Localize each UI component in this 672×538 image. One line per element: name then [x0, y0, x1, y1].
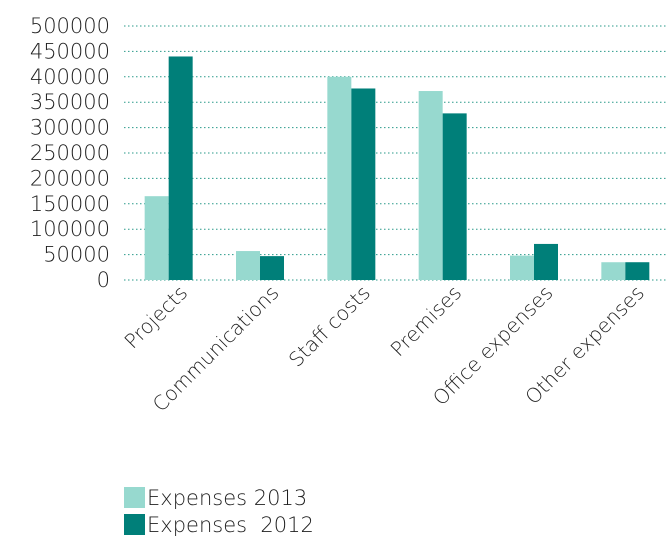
legend-label-2013: Expenses 2013 [147, 485, 308, 510]
y-tick-label: 200000 [30, 166, 110, 190]
chart-legend: Expenses 2013 Expenses 2012 [124, 484, 314, 538]
bar-2012-3 [442, 113, 467, 280]
bar-2013-3 [418, 91, 443, 280]
legend-item-2012: Expenses 2012 [124, 511, 314, 538]
bar-2012-2 [351, 88, 376, 280]
y-tick-label: 450000 [30, 39, 110, 63]
bar-2013-4 [510, 255, 534, 280]
bar-2013-2 [327, 76, 352, 280]
bar-2012-5 [625, 262, 650, 280]
gridlines [124, 25, 668, 281]
bar-2012-4 [534, 243, 558, 280]
bar-2013-5 [601, 262, 626, 280]
legend-swatch-2013 [124, 487, 145, 508]
category-label: Projects [119, 281, 192, 354]
legend-swatch-2012 [124, 514, 145, 535]
y-tick-label: 150000 [30, 192, 110, 216]
bar-2013-0 [144, 196, 169, 280]
bar-2012-1 [260, 256, 284, 280]
category-label: Premises [386, 281, 467, 362]
legend-item-2013: Expenses 2013 [124, 484, 314, 511]
bars [144, 56, 650, 281]
y-tick-label: 350000 [30, 90, 110, 114]
bar-2013-1 [236, 251, 260, 280]
y-tick-label: 100000 [30, 217, 110, 241]
legend-label-2012: Expenses 2012 [147, 512, 314, 537]
y-tick-label: 300000 [30, 116, 110, 140]
y-tick-label: 400000 [30, 65, 110, 89]
y-axis-tick-labels: 0500001000001500002000002500003000003500… [30, 14, 110, 292]
category-label: Staff costs [284, 281, 375, 372]
y-tick-label: 500000 [30, 14, 110, 38]
y-tick-label: 0 [97, 268, 110, 292]
bar-2012-0 [168, 56, 193, 281]
y-tick-label: 50000 [43, 243, 110, 267]
y-tick-label: 250000 [30, 141, 110, 165]
